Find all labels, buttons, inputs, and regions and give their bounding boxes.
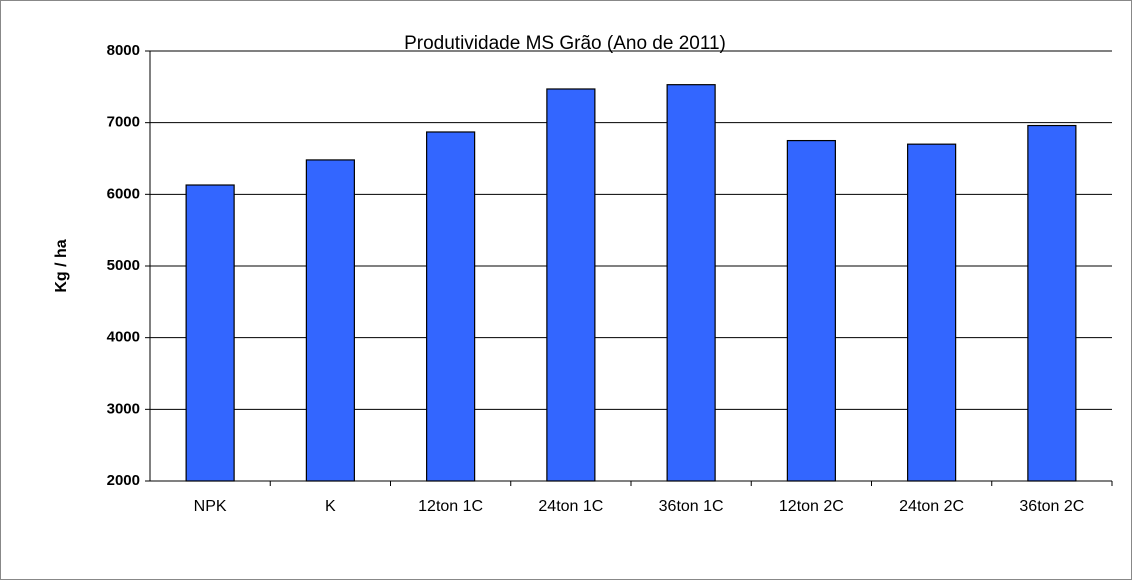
bar: [305, 159, 355, 482]
y-tick-label: 7000: [107, 114, 140, 131]
bar: [426, 131, 476, 482]
y-tick-label: 3000: [107, 400, 140, 417]
bar: [546, 88, 596, 482]
y-axis-label: Kg / ha: [53, 239, 70, 292]
chart-title: Produtividade MS Grão (Ano de 2011): [404, 33, 726, 54]
y-tick-label: 2000: [107, 472, 140, 489]
bar: [666, 84, 716, 482]
x-tick-label: 24ton 2C: [899, 498, 964, 515]
x-tick-label: NPK: [194, 498, 227, 515]
x-tick-label: 12ton 1C: [418, 498, 483, 515]
y-tick-label: 8000: [107, 42, 140, 59]
x-tick-label: 36ton 2C: [1019, 498, 1084, 515]
bar: [786, 139, 836, 482]
x-tick-label: 12ton 2C: [779, 498, 844, 515]
x-tick-label: 36ton 1C: [659, 498, 724, 515]
y-tick-label: 4000: [107, 329, 140, 346]
x-tick-label: 24ton 1C: [538, 498, 603, 515]
y-tick-label: 5000: [107, 257, 140, 274]
x-tick-label: K: [325, 498, 336, 515]
y-tick-label: 6000: [107, 185, 140, 202]
bar: [907, 143, 957, 482]
bar: [185, 184, 235, 482]
bar: [1027, 124, 1077, 482]
